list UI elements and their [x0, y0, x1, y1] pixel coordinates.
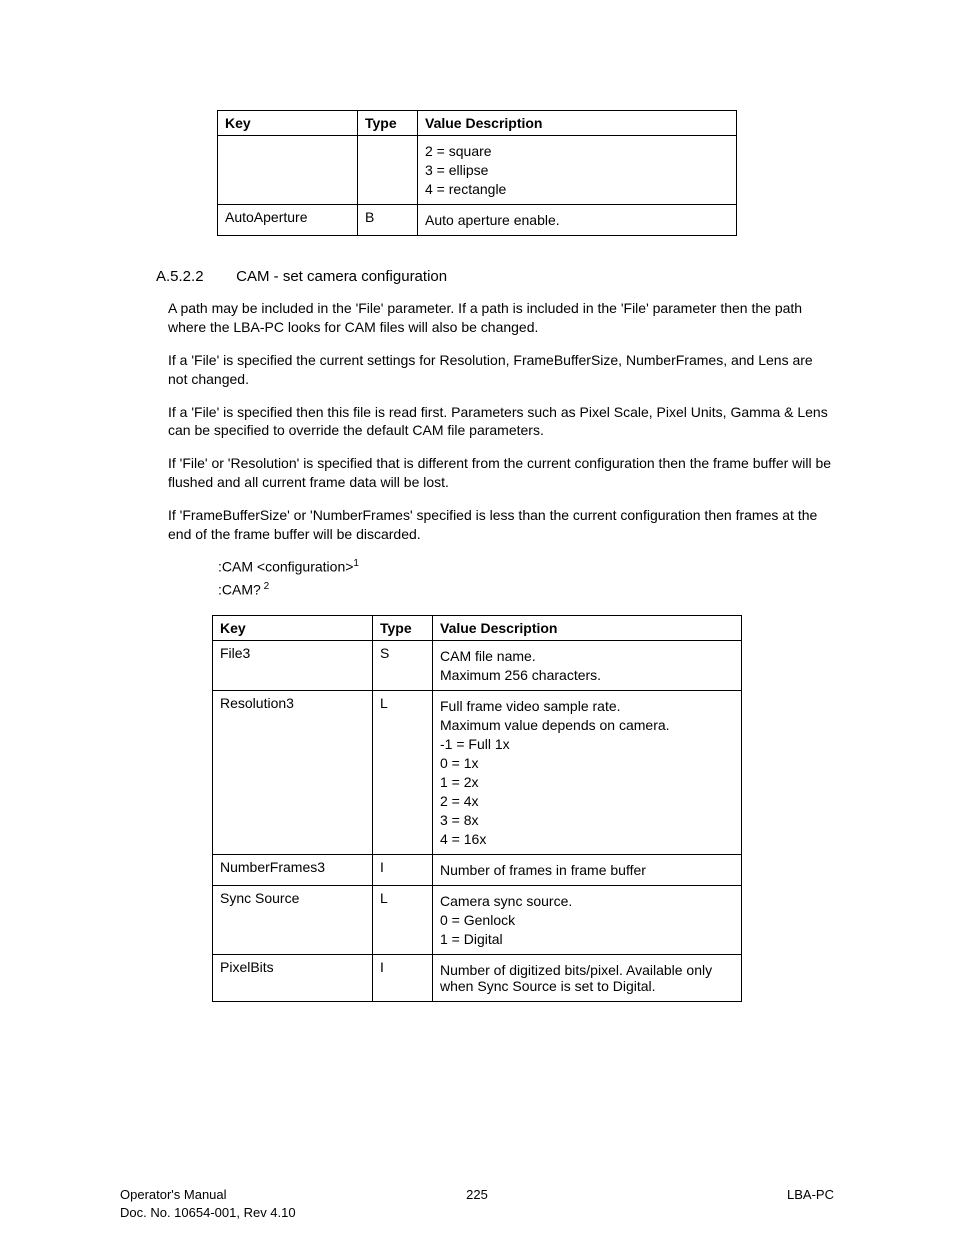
- cell-desc: Number of frames in frame buffer: [433, 855, 742, 886]
- desc-line: 2 = 4x: [440, 793, 734, 809]
- table-row: NumberFrames3 I Number of frames in fram…: [213, 855, 742, 886]
- table-row: PixelBits I Number of digitized bits/pix…: [213, 955, 742, 1002]
- cell-type: S: [373, 641, 433, 691]
- desc-line: 0 = Genlock: [440, 912, 734, 928]
- desc-line: Number of digitized bits/pixel. Availabl…: [440, 962, 734, 994]
- desc-line: 3 = 8x: [440, 812, 734, 828]
- desc-line: 4 = rectangle: [425, 181, 729, 197]
- desc-line: Auto aperture enable.: [425, 212, 729, 228]
- table-row: Resolution3 L Full frame video sample ra…: [213, 691, 742, 855]
- desc-line: 0 = 1x: [440, 755, 734, 771]
- header-type: Type: [373, 616, 433, 641]
- cell-key: PixelBits: [213, 955, 373, 1002]
- header-key: Key: [213, 616, 373, 641]
- section-heading: A.5.2.2 CAM - set camera configuration: [156, 268, 834, 285]
- table-row: AutoAperture B Auto aperture enable.: [218, 205, 737, 236]
- body-paragraph: A path may be included in the 'File' par…: [168, 299, 834, 337]
- footer-right: LBA-PC: [787, 1187, 834, 1202]
- cell-key: NumberFrames3: [213, 855, 373, 886]
- desc-line: -1 = Full 1x: [440, 736, 734, 752]
- command-superscript: 2: [261, 581, 269, 592]
- cell-desc: Camera sync source. 0 = Genlock 1 = Digi…: [433, 886, 742, 955]
- desc-line: 3 = ellipse: [425, 162, 729, 178]
- cell-desc: 2 = square 3 = ellipse 4 = rectangle: [418, 136, 737, 205]
- desc-line: Maximum value depends on camera.: [440, 717, 734, 733]
- cell-desc: CAM file name. Maximum 256 characters.: [433, 641, 742, 691]
- table-row: File3 S CAM file name. Maximum 256 chara…: [213, 641, 742, 691]
- command-text: :CAM?: [218, 581, 261, 597]
- desc-line: 2 = square: [425, 143, 729, 159]
- cell-key: AutoAperture: [218, 205, 358, 236]
- cell-type: [358, 136, 418, 205]
- section-number: A.5.2.2: [156, 268, 232, 285]
- table-row: Sync Source L Camera sync source. 0 = Ge…: [213, 886, 742, 955]
- cell-key: Sync Source: [213, 886, 373, 955]
- desc-line: 1 = 2x: [440, 774, 734, 790]
- cell-desc: Number of digitized bits/pixel. Availabl…: [433, 955, 742, 1002]
- desc-line: Full frame video sample rate.: [440, 698, 734, 714]
- cell-desc: Auto aperture enable.: [418, 205, 737, 236]
- desc-line: 4 = 16x: [440, 831, 734, 847]
- desc-line: Camera sync source.: [440, 893, 734, 909]
- command-line: :CAM <configuration>1: [218, 558, 834, 575]
- parameters-table-1: Key Type Value Description 2 = square 3 …: [217, 110, 737, 236]
- parameters-table-2: Key Type Value Description File3 S CAM f…: [212, 615, 742, 1002]
- header-key: Key: [218, 111, 358, 136]
- cell-type: I: [373, 955, 433, 1002]
- command-superscript: 1: [353, 558, 359, 569]
- cell-type: I: [373, 855, 433, 886]
- cell-type: B: [358, 205, 418, 236]
- body-paragraph: If 'FrameBufferSize' or 'NumberFrames' s…: [168, 506, 834, 544]
- command-line: :CAM? 2: [218, 581, 834, 598]
- footer-doc-number: Doc. No. 10654-001, Rev 4.10: [120, 1205, 296, 1220]
- desc-line: Number of frames in frame buffer: [440, 862, 734, 878]
- cell-type: L: [373, 886, 433, 955]
- section-title: CAM - set camera configuration: [236, 268, 447, 285]
- table-header-row: Key Type Value Description: [218, 111, 737, 136]
- cell-desc: Full frame video sample rate. Maximum va…: [433, 691, 742, 855]
- header-type: Type: [358, 111, 418, 136]
- header-desc: Value Description: [433, 616, 742, 641]
- document-page: Key Type Value Description 2 = square 3 …: [0, 0, 954, 1235]
- desc-line: Maximum 256 characters.: [440, 667, 734, 683]
- cell-key: [218, 136, 358, 205]
- cell-type: L: [373, 691, 433, 855]
- table-header-row: Key Type Value Description: [213, 616, 742, 641]
- footer-page-number: 225: [120, 1187, 834, 1202]
- cell-key: File3: [213, 641, 373, 691]
- table-row: 2 = square 3 = ellipse 4 = rectangle: [218, 136, 737, 205]
- header-desc: Value Description: [418, 111, 737, 136]
- body-paragraph: If 'File' or 'Resolution' is specified t…: [168, 454, 834, 492]
- body-paragraph: If a 'File' is specified then this file …: [168, 403, 834, 441]
- body-paragraph: If a 'File' is specified the current set…: [168, 351, 834, 389]
- desc-line: 1 = Digital: [440, 931, 734, 947]
- command-text: :CAM <configuration>: [218, 559, 353, 575]
- desc-line: CAM file name.: [440, 648, 734, 664]
- cell-key: Resolution3: [213, 691, 373, 855]
